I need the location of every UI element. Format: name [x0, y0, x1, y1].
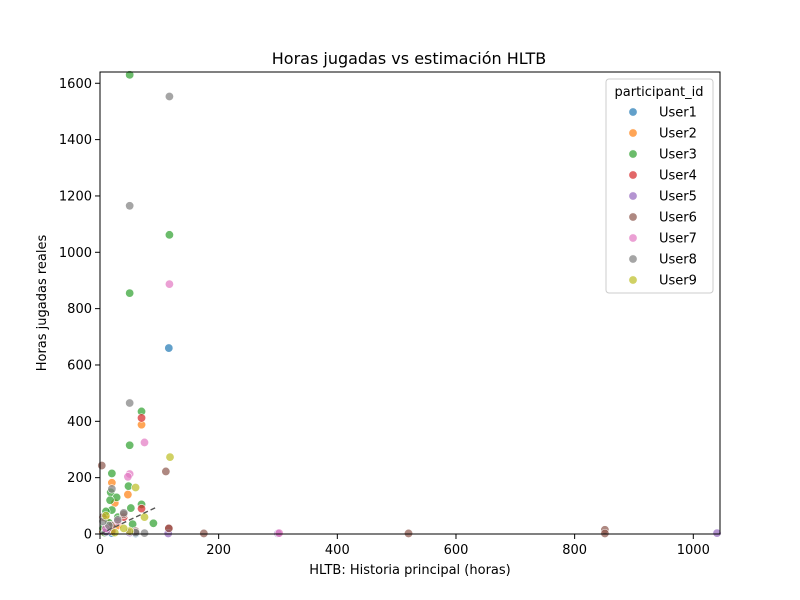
- y-tick-label-1600: 1600: [59, 77, 92, 92]
- legend-label-user9: User9: [659, 274, 697, 289]
- legend: participant_id User1 User2 User3 User4 User5…: [605, 78, 714, 294]
- x-tick-label-200: 200: [206, 543, 231, 558]
- point-user6-0: [97, 461, 107, 471]
- legend-label-user5: User5: [659, 190, 697, 205]
- point-user3-14: [148, 518, 158, 528]
- legend-marker-user9: [628, 275, 638, 285]
- legend-marker-user7: [628, 233, 638, 243]
- y-tick-label-1400: 1400: [59, 133, 92, 148]
- legend-label-user1: User1: [659, 106, 697, 121]
- y-tick-label-0: 0: [84, 528, 92, 543]
- y-tick-label-1200: 1200: [59, 189, 92, 204]
- point-user4-0: [137, 413, 147, 423]
- point-user9-2: [140, 512, 150, 522]
- y-axis-label: Horas jugadas reales: [35, 235, 50, 372]
- point-user7-4: [274, 528, 284, 538]
- point-user3-0: [125, 70, 135, 80]
- y-tick-label-800: 800: [67, 302, 92, 317]
- point-user9-1: [131, 483, 141, 493]
- x-tick-label-600: 600: [444, 543, 469, 558]
- point-user8-8: [140, 528, 150, 538]
- point-user3-2: [125, 288, 135, 298]
- point-user3-9: [105, 495, 115, 505]
- legend-label-user8: User8: [659, 253, 697, 268]
- y-axis: 0 200 400 600 800 1000 1200 1400 1600: [59, 77, 100, 543]
- point-user7-1: [140, 437, 150, 447]
- legend-title: participant_id: [615, 85, 704, 100]
- point-user1-0: [164, 343, 174, 353]
- point-user8-1: [125, 201, 135, 211]
- reference-line: [99, 506, 157, 535]
- y-tick-label-1000: 1000: [59, 246, 92, 261]
- point-user8-0: [164, 92, 174, 102]
- legend-items: User1 User2 User3 User4 User5 User6 User7 User8…: [628, 106, 697, 289]
- point-user6-3: [164, 523, 174, 533]
- legend-marker-user3: [628, 149, 638, 159]
- point-user9-4: [101, 511, 111, 521]
- legend-label-user4: User4: [659, 169, 697, 184]
- legend-marker-user5: [628, 191, 638, 201]
- legend-marker-user8: [628, 254, 638, 264]
- legend-marker-user2: [628, 128, 638, 138]
- legend-marker-user6: [628, 212, 638, 222]
- point-user3-4: [125, 440, 135, 450]
- chart-title: Horas jugadas vs estimación HLTB: [272, 49, 546, 68]
- point-user8-2: [125, 398, 135, 408]
- x-tick-label-0: 0: [96, 543, 104, 558]
- x-tick-label-1000: 1000: [677, 543, 710, 558]
- point-user8-3: [107, 484, 117, 494]
- legend-label-user3: User3: [659, 148, 697, 163]
- point-user9-5: [110, 528, 120, 538]
- points-layer: [97, 70, 722, 538]
- point-user6-5: [404, 528, 414, 538]
- point-user6-1: [161, 466, 171, 476]
- legend-label-user2: User2: [659, 127, 697, 142]
- point-user3-5: [107, 468, 117, 478]
- point-user9-0: [165, 452, 175, 462]
- y-tick-label-200: 200: [67, 471, 92, 486]
- legend-marker-user1: [628, 107, 638, 117]
- point-user6-4: [199, 528, 209, 538]
- point-user9-6: [119, 523, 129, 533]
- point-user7-0: [164, 279, 174, 289]
- legend-label-user7: User7: [659, 232, 697, 247]
- point-user4-1: [137, 504, 147, 514]
- legend-marker-user4: [628, 170, 638, 180]
- reference-line-layer: [99, 506, 157, 535]
- x-tick-label-800: 800: [562, 543, 587, 558]
- point-user2-1: [123, 490, 133, 500]
- point-user3-1: [164, 230, 174, 240]
- point-user6-6: [600, 528, 610, 538]
- point-user7-3: [123, 472, 133, 482]
- y-tick-label-400: 400: [67, 415, 92, 430]
- x-axis-label: HLTB: Historia principal (horas): [309, 563, 510, 578]
- legend-label-user6: User6: [659, 211, 697, 226]
- point-user3-11: [126, 503, 136, 513]
- point-user5-0: [712, 528, 722, 538]
- y-tick-label-600: 600: [67, 358, 92, 373]
- plot-area-frame: [99, 71, 721, 535]
- x-tick-label-400: 400: [325, 543, 350, 558]
- point-user8-4: [119, 508, 129, 518]
- point-user8-5: [113, 515, 123, 525]
- x-axis: 0 200 400 600 800 1000: [96, 534, 710, 558]
